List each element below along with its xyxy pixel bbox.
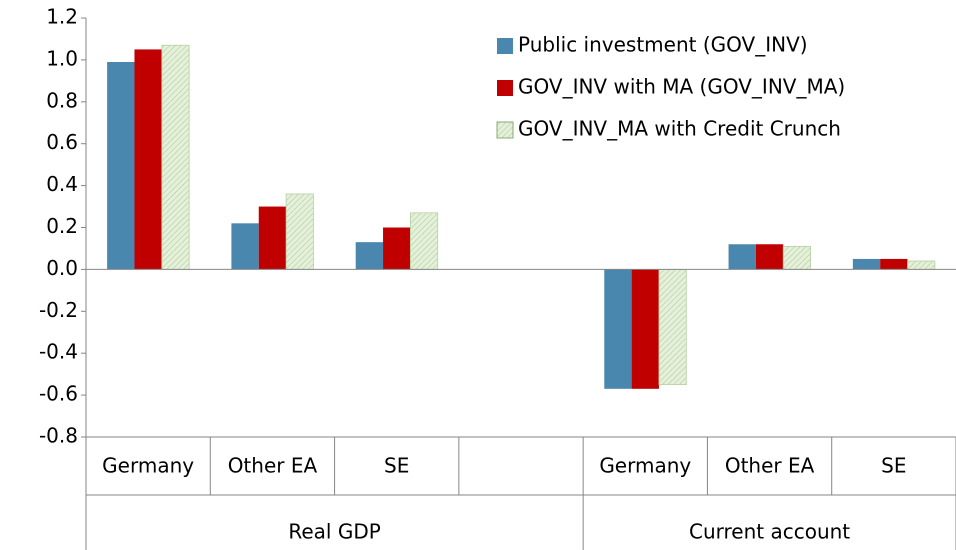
bar: [383, 227, 411, 270]
bar: [107, 61, 135, 270]
bar: [782, 245, 811, 270]
x-tick-label: SE: [881, 454, 906, 478]
x-tick-label: Germany: [102, 454, 194, 478]
y-tick-label: -0.8: [39, 424, 78, 448]
bar: [631, 269, 659, 389]
bar: [852, 258, 881, 270]
legend-swatch: [497, 38, 513, 54]
bar: [728, 244, 756, 270]
bar: [658, 268, 687, 386]
bar: [755, 244, 784, 270]
y-tick-label: 1.0: [46, 46, 78, 70]
y-tick-label: -0.2: [39, 298, 78, 322]
y-tick-label: 0.0: [46, 256, 78, 280]
y-tick-label: 0.2: [46, 214, 78, 238]
bar: [604, 269, 632, 389]
bar: [258, 206, 287, 270]
bar: [409, 212, 439, 270]
bar: [285, 193, 314, 270]
x-tick-label: Other EA: [228, 454, 318, 478]
legend-label: GOV_INV_MA with Credit Crunch: [518, 117, 841, 141]
y-tick-label: -0.6: [39, 382, 78, 406]
x-tick-label: Germany: [599, 454, 691, 478]
y-tick-label: 0.6: [46, 130, 78, 154]
x-tick-label: SE: [384, 454, 409, 478]
bar: [355, 242, 384, 270]
group-label: Current account: [689, 520, 850, 544]
bar: [907, 260, 936, 270]
x-tick-label: Other EA: [725, 454, 815, 478]
legend-label: GOV_INV with MA (GOV_INV_MA): [518, 75, 845, 99]
bar: [231, 223, 259, 270]
bar: [134, 49, 162, 270]
legend-swatch: [497, 80, 513, 96]
group-label: Real GDP: [288, 520, 380, 544]
legend-label: Public investment (GOV_INV): [518, 33, 808, 57]
y-tick-label: 0.8: [46, 88, 78, 112]
y-tick-label: 1.2: [46, 5, 78, 29]
legend-swatch: [496, 121, 514, 139]
y-tick-label: -0.4: [39, 340, 78, 364]
bar: [880, 258, 908, 270]
bar: [161, 44, 190, 270]
y-tick-label: 0.4: [46, 172, 78, 196]
